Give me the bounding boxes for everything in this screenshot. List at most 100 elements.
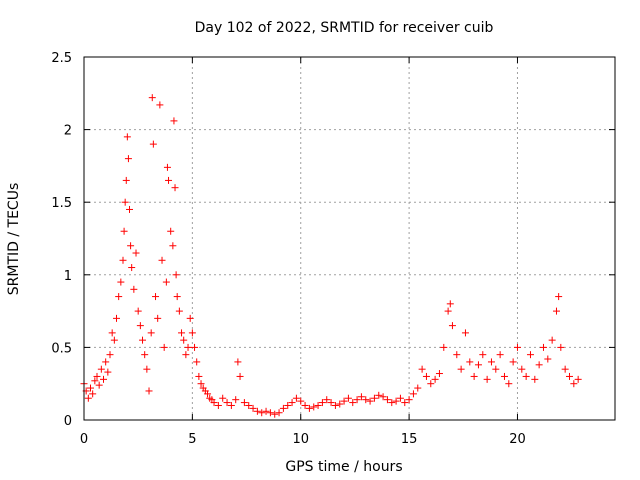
data-point: [271, 410, 279, 418]
data-point: [182, 351, 190, 359]
data-point: [97, 365, 105, 373]
data-point: [427, 380, 435, 388]
data-point: [170, 117, 178, 125]
data-point: [134, 307, 142, 315]
data-point: [117, 278, 125, 286]
y-tick-label: 2.5: [51, 51, 72, 66]
data-point: [195, 372, 203, 380]
data-point: [167, 227, 175, 235]
data-point: [379, 393, 387, 401]
y-tick-label: 1: [64, 269, 72, 284]
data-point: [487, 358, 495, 366]
data-point: [158, 256, 166, 264]
data-point: [362, 396, 370, 404]
data-point: [165, 176, 173, 184]
data-point: [483, 375, 491, 383]
x-tick-label: 15: [401, 432, 418, 447]
data-point: [143, 365, 151, 373]
data-point: [127, 242, 135, 250]
data-point: [113, 314, 121, 322]
ticks: [83, 56, 615, 421]
data-point: [89, 390, 97, 398]
data-point: [266, 409, 274, 417]
data-point: [479, 351, 487, 359]
y-tick-label: 1.5: [51, 196, 72, 211]
data-point: [548, 336, 556, 344]
data-point: [136, 322, 144, 330]
data-point: [500, 372, 508, 380]
data-point: [210, 399, 218, 407]
data-point: [388, 399, 396, 407]
data-point: [331, 401, 339, 409]
data-point: [353, 396, 361, 404]
x-tick-label: 0: [80, 432, 88, 447]
data-point: [232, 396, 240, 404]
data-point: [513, 343, 521, 351]
data-point: [344, 394, 352, 402]
data-point: [123, 133, 131, 141]
data-point: [128, 264, 136, 272]
data-point: [87, 384, 95, 392]
data-point: [518, 365, 526, 373]
data-point: [288, 399, 296, 407]
data-point: [340, 397, 348, 405]
x-axis-label: GPS time / hours: [285, 459, 402, 475]
data-point: [141, 351, 149, 359]
data-point: [186, 314, 194, 322]
data-point: [172, 271, 180, 279]
data-point: [249, 404, 257, 412]
data-point: [418, 365, 426, 373]
y-tick-label: 0.5: [51, 341, 72, 356]
data-point: [148, 94, 156, 102]
data-point: [253, 407, 261, 415]
data-point: [401, 399, 409, 407]
data-point: [323, 396, 331, 404]
data-point: [470, 372, 478, 380]
data-point: [409, 390, 417, 398]
data-point: [461, 329, 469, 337]
data-point: [119, 256, 127, 264]
data-point: [163, 163, 171, 171]
data-point: [448, 322, 456, 330]
data-point: [383, 396, 391, 404]
data-point: [197, 380, 205, 388]
data-point: [314, 401, 322, 409]
data-point: [236, 372, 244, 380]
data-point: [275, 409, 283, 417]
data-point: [474, 361, 482, 369]
y-axis-label: SRMTID / TECUs: [6, 183, 22, 296]
y-tick-labels: 0 0.5 1 1.5 2 2.5: [51, 51, 72, 429]
data-point: [310, 403, 318, 411]
data-point: [422, 372, 430, 380]
data-point: [366, 397, 374, 405]
data-point: [124, 155, 132, 163]
data-point: [574, 375, 582, 383]
data-point: [305, 404, 313, 412]
data-point: [121, 198, 129, 206]
data-point: [431, 375, 439, 383]
data-point: [84, 394, 92, 402]
data-point: [565, 372, 573, 380]
y-tick-label: 0: [64, 414, 72, 429]
data-point: [349, 399, 357, 407]
data-point: [204, 390, 212, 398]
data-point: [108, 329, 116, 337]
data-point: [214, 401, 222, 409]
data-point: [104, 368, 112, 376]
data-point: [492, 365, 500, 373]
data-point: [531, 375, 539, 383]
data-point: [258, 409, 266, 417]
data-point: [122, 176, 130, 184]
points-layer: [80, 94, 582, 418]
data-point: [102, 358, 110, 366]
data-point: [139, 336, 147, 344]
data-point: [110, 336, 118, 344]
x-tick-labels: 0 5 10 15 20: [80, 432, 526, 447]
data-point: [318, 399, 326, 407]
data-point: [234, 358, 242, 366]
x-tick-label: 20: [509, 432, 526, 447]
data-point: [193, 358, 201, 366]
data-point: [292, 394, 300, 402]
data-point: [178, 329, 186, 337]
data-point: [173, 293, 181, 301]
